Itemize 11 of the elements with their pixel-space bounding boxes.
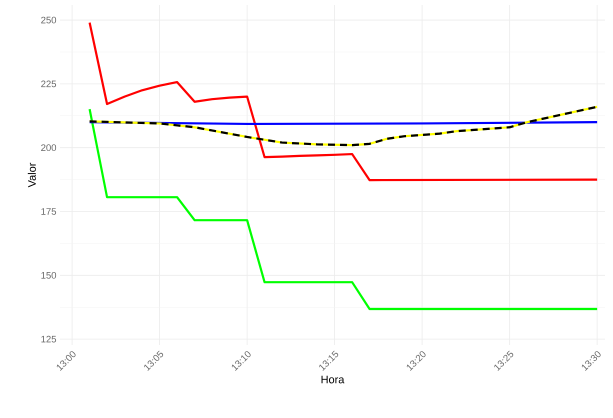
y-tick-label: 175 <box>41 208 56 215</box>
y-axis-title: Valor <box>28 162 36 188</box>
y-tick-label: 150 <box>41 272 56 279</box>
y-tick-label: 250 <box>41 16 56 24</box>
line-series <box>88 108 598 310</box>
y-tick-label: 200 <box>41 144 56 152</box>
x-axis-title: Hora <box>322 376 344 384</box>
y-tick-label: 225 <box>41 80 56 88</box>
line-series <box>88 22 598 182</box>
y-tick-label: 125 <box>41 336 56 342</box>
line-series <box>88 106 598 146</box>
